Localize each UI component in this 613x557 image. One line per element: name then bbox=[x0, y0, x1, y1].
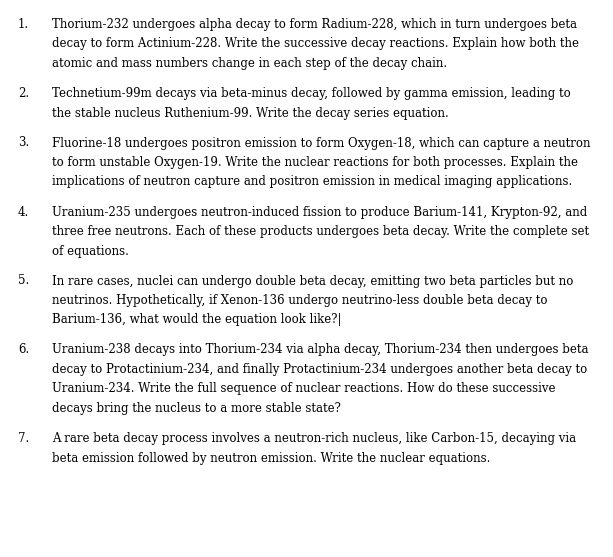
Text: 4.: 4. bbox=[18, 206, 29, 218]
Text: 3.: 3. bbox=[18, 136, 29, 149]
Text: In rare cases, nuclei can undergo double beta decay, emitting two beta particles: In rare cases, nuclei can undergo double… bbox=[52, 275, 573, 287]
Text: implications of neutron capture and positron emission in medical imaging applica: implications of neutron capture and posi… bbox=[52, 175, 573, 188]
Text: Fluorine-18 undergoes positron emission to form Oxygen-18, which can capture a n: Fluorine-18 undergoes positron emission … bbox=[52, 136, 590, 149]
Text: 6.: 6. bbox=[18, 344, 29, 356]
Text: decay to form Actinium-228. Write the successive decay reactions. Explain how bo: decay to form Actinium-228. Write the su… bbox=[52, 37, 579, 51]
Text: Technetium-99m decays via beta-minus decay, followed by gamma emission, leading : Technetium-99m decays via beta-minus dec… bbox=[52, 87, 571, 100]
Text: decay to Protactinium-234, and finally Protactinium-234 undergoes another beta d: decay to Protactinium-234, and finally P… bbox=[52, 363, 587, 376]
Text: Thorium-232 undergoes alpha decay to form Radium-228, which in turn undergoes be: Thorium-232 undergoes alpha decay to for… bbox=[52, 18, 577, 31]
Text: 2.: 2. bbox=[18, 87, 29, 100]
Text: neutrinos. Hypothetically, if Xenon-136 undergo neutrino-less double beta decay : neutrinos. Hypothetically, if Xenon-136 … bbox=[52, 294, 547, 307]
Text: Uranium-235 undergoes neutron-induced fission to produce Barium-141, Krypton-92,: Uranium-235 undergoes neutron-induced fi… bbox=[52, 206, 587, 218]
Text: decays bring the nucleus to a more stable state?: decays bring the nucleus to a more stabl… bbox=[52, 402, 341, 415]
Text: Uranium-234. Write the full sequence of nuclear reactions. How do these successi: Uranium-234. Write the full sequence of … bbox=[52, 383, 555, 395]
Text: Barium-136, what would the equation look like?|: Barium-136, what would the equation look… bbox=[52, 314, 341, 326]
Text: atomic and mass numbers change in each step of the decay chain.: atomic and mass numbers change in each s… bbox=[52, 57, 447, 70]
Text: 7.: 7. bbox=[18, 432, 29, 445]
Text: to form unstable Oxygen-19. Write the nuclear reactions for both processes. Expl: to form unstable Oxygen-19. Write the nu… bbox=[52, 156, 578, 169]
Text: A rare beta decay process involves a neutron-rich nucleus, like Carbon-15, decay: A rare beta decay process involves a neu… bbox=[52, 432, 576, 445]
Text: 5.: 5. bbox=[18, 275, 29, 287]
Text: beta emission followed by neutron emission. Write the nuclear equations.: beta emission followed by neutron emissi… bbox=[52, 452, 490, 465]
Text: 1.: 1. bbox=[18, 18, 29, 31]
Text: three free neutrons. Each of these products undergoes beta decay. Write the comp: three free neutrons. Each of these produ… bbox=[52, 225, 589, 238]
Text: the stable nucleus Ruthenium-99. Write the decay series equation.: the stable nucleus Ruthenium-99. Write t… bbox=[52, 106, 449, 120]
Text: Uranium-238 decays into Thorium-234 via alpha decay, Thorium-234 then undergoes : Uranium-238 decays into Thorium-234 via … bbox=[52, 344, 588, 356]
Text: of equations.: of equations. bbox=[52, 245, 129, 257]
